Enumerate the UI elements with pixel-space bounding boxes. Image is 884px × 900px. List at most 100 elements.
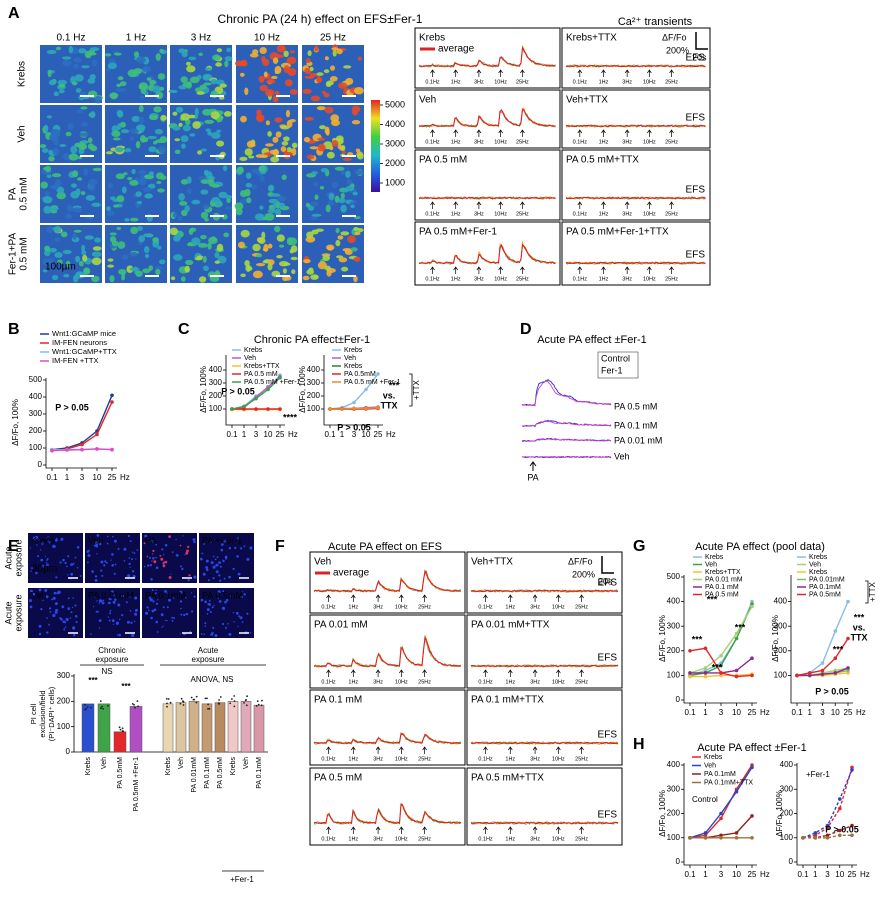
nucleus	[168, 598, 171, 602]
nucleus	[121, 594, 124, 598]
cell	[245, 172, 252, 179]
cell	[216, 48, 223, 53]
cell	[185, 259, 194, 266]
cell	[94, 96, 103, 104]
stim-label: 3Hz	[530, 836, 540, 842]
cell	[215, 62, 223, 67]
cell	[283, 50, 289, 57]
cell	[89, 47, 100, 52]
cell	[343, 65, 352, 69]
stim-arrow	[601, 69, 606, 77]
stim-label: 10Hz	[494, 211, 507, 217]
nucleus	[155, 620, 158, 624]
y-axis-label: ΔF/Fo, 100%	[658, 790, 667, 837]
cell	[271, 75, 278, 80]
dot	[208, 707, 211, 710]
cell	[260, 154, 268, 158]
point	[703, 674, 708, 679]
point	[825, 833, 830, 838]
trace-label: Veh	[314, 557, 331, 568]
stim-label: 3Hz	[373, 679, 383, 685]
trace	[418, 46, 556, 68]
row-label: Fer-1+PA	[8, 233, 19, 276]
cell	[92, 246, 102, 251]
cell	[340, 192, 345, 199]
cell	[46, 49, 57, 55]
stim-label: 1Hz	[505, 604, 515, 610]
stim-label: 1Hz	[451, 139, 461, 145]
cell	[178, 215, 183, 221]
nucleus	[203, 543, 205, 545]
stim-label: 0.1Hz	[321, 679, 336, 685]
scale-label: ΔF/Fo	[568, 556, 593, 566]
x-tick-label: PA 0.5mM	[217, 757, 224, 789]
dot	[255, 705, 258, 707]
cell	[200, 148, 207, 152]
point	[820, 672, 825, 676]
nucleus	[211, 606, 214, 609]
nucleus	[161, 626, 163, 628]
stim-arrow	[669, 266, 674, 274]
cell	[156, 180, 162, 185]
nucleus	[144, 534, 148, 538]
nucleus	[237, 625, 239, 627]
point	[278, 407, 282, 411]
cell	[42, 148, 49, 154]
nucleus	[96, 534, 100, 537]
stim-arrow	[647, 201, 652, 209]
nucleus	[109, 609, 112, 612]
dot	[99, 700, 102, 702]
cell	[73, 57, 82, 63]
cell	[119, 121, 126, 128]
cell	[203, 82, 212, 86]
point	[230, 407, 234, 411]
point	[110, 447, 114, 452]
cell	[235, 60, 244, 67]
cell	[282, 268, 287, 274]
cell	[275, 131, 282, 138]
legend-label: PA 0.5mM	[344, 371, 376, 378]
nucleus	[95, 543, 98, 547]
cell	[274, 225, 281, 233]
y-tick-label: 100	[57, 722, 71, 731]
axis	[323, 355, 383, 426]
x-tick-label: 25	[108, 473, 117, 482]
efs-label: EFS	[686, 250, 706, 261]
cell	[209, 276, 220, 282]
cell	[71, 81, 78, 86]
y-tick-label: 100	[780, 833, 794, 842]
nucleus	[117, 603, 121, 607]
group-label: +Fer-1	[230, 875, 254, 884]
legend-label: Krebs	[244, 347, 263, 354]
cell	[184, 265, 190, 273]
stim-arrow	[483, 826, 488, 834]
point	[688, 671, 692, 675]
cell	[175, 106, 184, 113]
nucleus	[179, 544, 182, 547]
nucleus	[151, 609, 155, 613]
image-label: PA 0.01mM	[88, 590, 134, 600]
stim-label: 25Hz	[665, 79, 678, 85]
cell	[234, 202, 244, 211]
cell	[110, 92, 118, 100]
stim-arrow	[483, 594, 488, 602]
nucleus	[59, 561, 62, 564]
axis	[683, 575, 757, 704]
stim-label: 1Hz	[348, 756, 358, 762]
nucleus	[204, 622, 207, 625]
nucleus	[37, 555, 40, 558]
cell	[189, 227, 197, 232]
nucleus	[152, 549, 155, 553]
cell	[116, 226, 122, 231]
cell	[265, 89, 275, 97]
stim-arrow	[556, 746, 561, 754]
stim-arrow	[326, 669, 331, 677]
axis	[45, 378, 117, 469]
annotation: P > 0.05	[55, 402, 89, 412]
nucleus	[179, 590, 183, 594]
point	[50, 448, 54, 453]
nucleus	[128, 596, 132, 599]
point	[833, 656, 838, 660]
cell	[104, 53, 112, 57]
legend-label: PA 0.1 mM	[705, 584, 739, 591]
